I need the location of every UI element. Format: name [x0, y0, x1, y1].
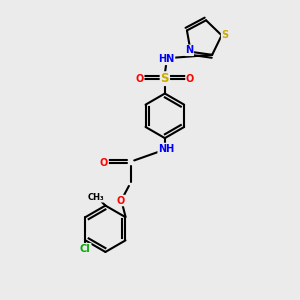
Text: NH: NH	[158, 143, 175, 154]
Text: O: O	[186, 74, 194, 84]
Text: CH₃: CH₃	[88, 193, 104, 202]
Text: O: O	[100, 158, 108, 168]
Text: S: S	[222, 30, 229, 40]
Text: O: O	[136, 74, 144, 84]
Text: S: S	[160, 72, 169, 85]
Text: HN: HN	[158, 54, 175, 64]
Text: O: O	[116, 196, 124, 206]
Text: N: N	[185, 45, 193, 55]
Text: Cl: Cl	[80, 244, 91, 254]
